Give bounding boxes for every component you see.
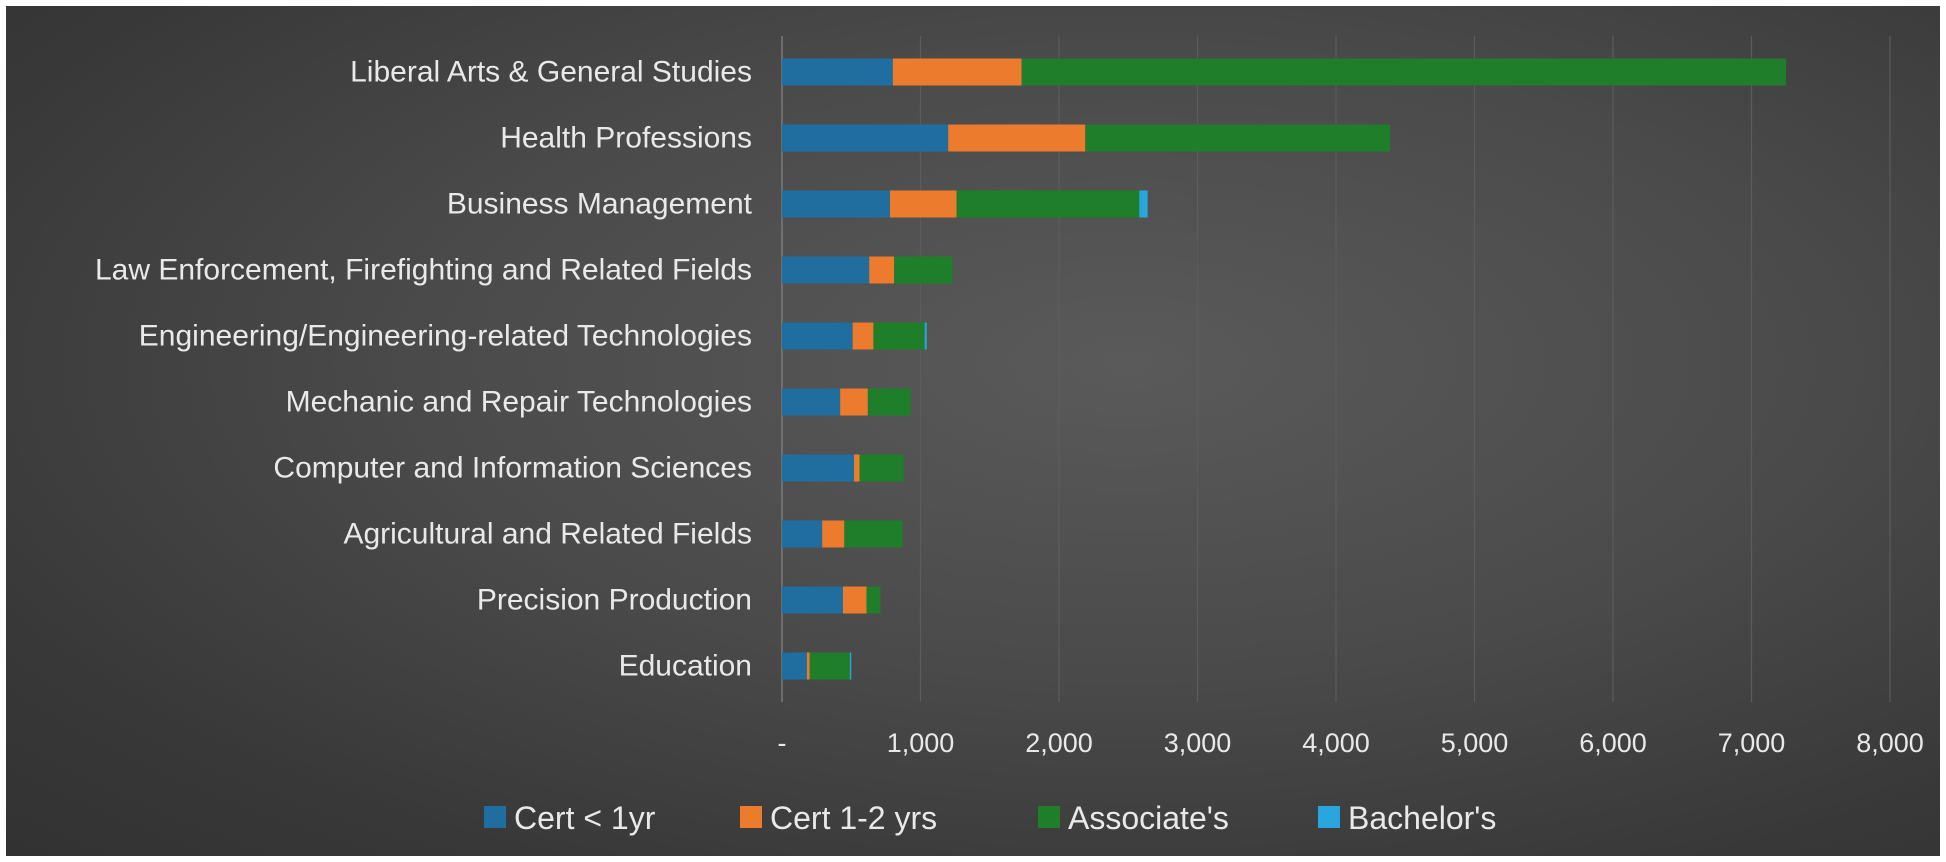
bar-segment [1085, 124, 1391, 152]
bar-segment [873, 322, 925, 350]
bar-segment [782, 388, 841, 416]
legend-swatch [1318, 806, 1340, 828]
x-tick-label: 1,000 [887, 728, 955, 758]
bar-segment [892, 58, 1022, 86]
bar-segment [852, 322, 874, 350]
bar-segment [782, 190, 891, 218]
bar-segment [844, 520, 903, 548]
legend-swatch [484, 806, 506, 828]
x-tick-label: 6,000 [1579, 728, 1647, 758]
legend: Cert < 1yr Cert 1-2 yrs Associate's Bachelo… [484, 800, 1496, 836]
bar-segment [869, 256, 895, 284]
bar-segment [894, 256, 953, 284]
bar-segment [1021, 58, 1787, 86]
x-tick-label: 4,000 [1302, 728, 1370, 758]
category-label: Computer and Information Sciences [273, 452, 752, 485]
category-label: Agricultural and Related Fields [343, 518, 752, 551]
x-tick-label: 3,000 [1164, 728, 1232, 758]
bar-segment [867, 388, 911, 416]
bar-segment [822, 520, 845, 548]
bar-segment [854, 454, 860, 482]
legend-swatch [740, 806, 762, 828]
legend-label: Cert 1-2 yrs [770, 800, 937, 836]
legend-swatch [1038, 806, 1060, 828]
bar-segment [924, 322, 927, 350]
bar-segment [782, 586, 843, 614]
category-label: Business Management [447, 188, 753, 221]
bar-segment [956, 190, 1140, 218]
category-label: Liberal Arts & General Studies [350, 56, 752, 89]
category-label: Precision Production [477, 584, 752, 617]
bar-segment [859, 454, 904, 482]
stacked-bar-chart: Liberal Arts & General Studies Health Pro… [95, 36, 1924, 836]
category-label: Mechanic and Repair Technologies [286, 386, 752, 419]
chart-frame: Liberal Arts & General Studies Health Pro… [6, 6, 1940, 856]
bar-segment [782, 652, 807, 680]
bar-segment [840, 388, 868, 416]
bar-segment [782, 322, 853, 350]
category-label: Law Enforcement, Firefighting and Relate… [95, 254, 752, 287]
bar-segment [806, 652, 810, 680]
legend-label: Cert < 1yr [514, 800, 656, 836]
x-tick-label: 7,000 [1718, 728, 1786, 758]
bar-segment [866, 586, 881, 614]
bar-segment [809, 652, 850, 680]
bar-segment [782, 454, 855, 482]
x-tick-label: 5,000 [1441, 728, 1509, 758]
bar-segment [890, 190, 957, 218]
category-label: Health Professions [500, 122, 752, 155]
bar-segment [782, 520, 823, 548]
legend-label: Associate's [1068, 800, 1229, 836]
bar-segment [948, 124, 1086, 152]
bar-segment [842, 586, 867, 614]
bars [782, 58, 1787, 680]
legend-label: Bachelor's [1348, 800, 1496, 836]
bar-segment [849, 652, 852, 680]
bar-segment [782, 124, 949, 152]
x-tick-label: - [778, 728, 787, 758]
category-label: Engineering/Engineering-related Technolo… [139, 320, 752, 353]
category-label: Education [619, 650, 752, 683]
bar-segment [782, 58, 893, 86]
bar-segment [782, 256, 870, 284]
x-tick-label: 8,000 [1856, 728, 1924, 758]
bar-segment [1139, 190, 1148, 218]
x-tick-label: 2,000 [1025, 728, 1093, 758]
